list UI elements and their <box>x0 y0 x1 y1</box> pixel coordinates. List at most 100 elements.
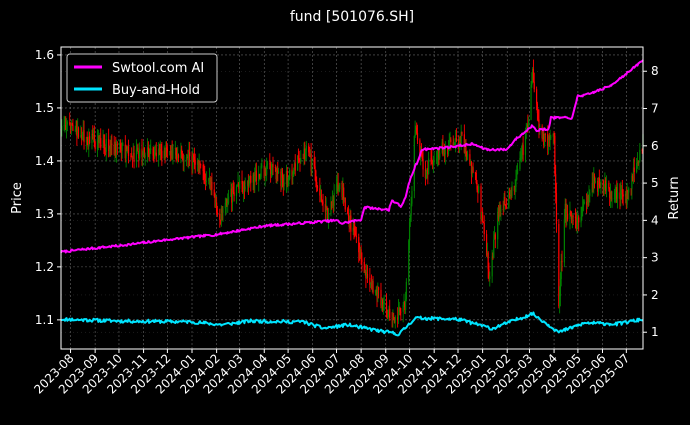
candle-body <box>72 124 74 131</box>
candle-body <box>447 150 450 155</box>
candle-body <box>353 227 355 231</box>
candle-body <box>419 140 421 158</box>
candle-body <box>203 171 205 174</box>
candle-body <box>352 227 354 232</box>
candle-body <box>519 157 521 170</box>
y-tick-label-right: 7 <box>651 102 659 116</box>
candle-body <box>322 201 324 205</box>
candle-body <box>497 211 499 240</box>
candle-body <box>633 167 635 172</box>
candle-body <box>491 256 493 277</box>
y-tick-label-right: 2 <box>651 288 659 302</box>
candle-body <box>366 274 369 278</box>
candle-body <box>521 144 523 155</box>
candle-body <box>172 148 174 159</box>
candle-body <box>461 132 463 135</box>
candle-body <box>369 277 371 285</box>
candle-body <box>335 184 338 193</box>
candle-body <box>294 163 296 171</box>
candle-body <box>363 261 365 273</box>
candle-body <box>192 154 194 170</box>
candle-body <box>169 151 171 153</box>
candle-body <box>142 147 145 156</box>
candle-body <box>443 152 446 155</box>
candle-body <box>503 196 505 210</box>
candle-body <box>88 136 91 143</box>
candle-body <box>199 160 201 165</box>
candle-body <box>215 202 217 207</box>
candle-body <box>198 160 200 165</box>
candle-body <box>625 193 627 205</box>
candle-body <box>171 150 173 159</box>
candle-body <box>65 124 68 130</box>
candle-body <box>355 235 357 238</box>
candle-body <box>163 150 165 159</box>
candle-body <box>543 134 545 146</box>
candle-body <box>354 230 356 233</box>
candle-body <box>71 123 73 125</box>
candle-body <box>466 152 468 160</box>
candle-body <box>570 211 572 216</box>
candle-body <box>114 144 116 155</box>
candle-body <box>347 209 349 214</box>
candle-body <box>397 317 399 319</box>
candle-body <box>381 299 384 311</box>
candle-body <box>409 215 411 222</box>
candle-body <box>483 222 485 235</box>
y-axis-right-label: Return <box>667 176 682 219</box>
candle-body <box>93 135 95 142</box>
candle-body <box>119 143 121 146</box>
candle-body <box>293 170 295 175</box>
candle-body <box>281 172 283 187</box>
candle-body <box>437 148 439 158</box>
candle-body <box>432 161 434 165</box>
candle-body <box>159 149 161 155</box>
candle-body <box>402 305 404 312</box>
candle-body <box>299 159 301 162</box>
candle-body <box>76 121 78 136</box>
candle-body <box>532 68 535 82</box>
candle-body <box>253 174 255 183</box>
candle-body <box>298 159 300 161</box>
candle-body <box>408 221 411 241</box>
candle-body <box>224 202 226 209</box>
candle-body <box>104 143 106 150</box>
candle-body <box>576 218 578 230</box>
candle-body <box>452 142 454 148</box>
candle-body <box>382 304 384 311</box>
candle-body <box>108 145 111 151</box>
candle-body <box>504 196 506 206</box>
candle-body <box>450 139 452 143</box>
candle-body <box>82 130 84 134</box>
candle-body <box>443 152 445 156</box>
candle-body <box>422 159 424 170</box>
y-tick-label-left: 1.3 <box>35 207 54 221</box>
candle-body <box>364 271 366 273</box>
candle-body <box>449 139 451 141</box>
candle-body <box>575 218 577 230</box>
candle-body <box>158 148 160 157</box>
candle-body <box>308 146 310 153</box>
candle-body <box>458 140 460 148</box>
candle-body <box>637 162 639 164</box>
candle-body <box>478 186 480 193</box>
candle-body <box>520 156 522 158</box>
candle-body <box>389 308 391 319</box>
candle-body <box>220 208 222 220</box>
candle-body <box>252 174 254 183</box>
candle-body <box>365 271 367 278</box>
candle-body <box>425 171 427 179</box>
candle-body <box>310 153 312 172</box>
candle-body <box>92 135 95 136</box>
candle-body <box>332 200 334 206</box>
candle-body <box>320 195 323 201</box>
candle-body <box>249 175 251 177</box>
candle-body <box>447 148 449 155</box>
candle-body <box>152 148 154 156</box>
candle-body <box>616 192 619 199</box>
candle-body <box>611 198 613 200</box>
candle-body <box>132 152 134 160</box>
candle-body <box>166 147 168 149</box>
series-line-swtool-ai <box>60 59 644 254</box>
candle-body <box>65 125 67 130</box>
